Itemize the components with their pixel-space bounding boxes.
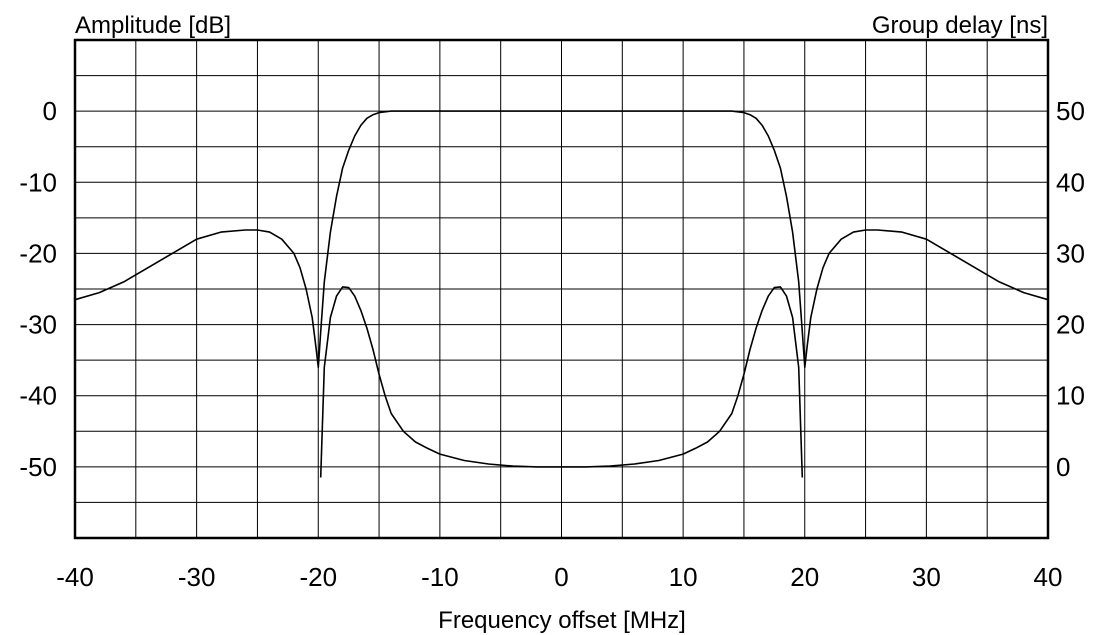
y-right-tick-label: 0 xyxy=(1056,452,1070,482)
x-tick-label: -40 xyxy=(56,562,94,592)
x-tick-label: 40 xyxy=(1034,562,1063,592)
x-tick-label: 30 xyxy=(912,562,941,592)
x-tick-label: 10 xyxy=(669,562,698,592)
plot-frame xyxy=(73,38,1050,540)
y-right-tick-label: 50 xyxy=(1056,96,1085,126)
y-right-tick-label: 20 xyxy=(1056,310,1085,340)
x-tick-label: 20 xyxy=(790,562,819,592)
y-right-tick-label: 40 xyxy=(1056,167,1085,197)
tick-labels: -40 -30 -20 -10 0 10 20 30 40 0 -10 -20 -30 -40 -50 50 4… xyxy=(19,96,1085,592)
x-tick-label: -30 xyxy=(178,562,216,592)
y-left-tick-label: -40 xyxy=(19,381,57,411)
y-left-tick-label: -50 xyxy=(19,452,57,482)
amplitude-series-line xyxy=(74,110,1049,369)
right-axis-label: Group delay [ns] xyxy=(872,12,1048,39)
group-delay-series-line xyxy=(319,286,804,478)
series-layer xyxy=(74,110,1049,478)
y-right-tick-label: 10 xyxy=(1056,381,1085,411)
x-tick-label: -10 xyxy=(421,562,459,592)
y-left-tick-label: -10 xyxy=(19,167,57,197)
y-left-tick-label: -30 xyxy=(19,310,57,340)
x-axis-label: Frequency offset [MHz] xyxy=(438,607,686,634)
grid-lines xyxy=(75,40,1048,538)
left-axis-label: Amplitude [dB] xyxy=(75,12,231,39)
x-tick-label: -20 xyxy=(299,562,337,592)
y-left-tick-label: 0 xyxy=(43,96,57,126)
y-left-tick-label: -20 xyxy=(19,238,57,268)
x-tick-label: 0 xyxy=(554,562,568,592)
y-right-tick-label: 30 xyxy=(1056,238,1085,268)
